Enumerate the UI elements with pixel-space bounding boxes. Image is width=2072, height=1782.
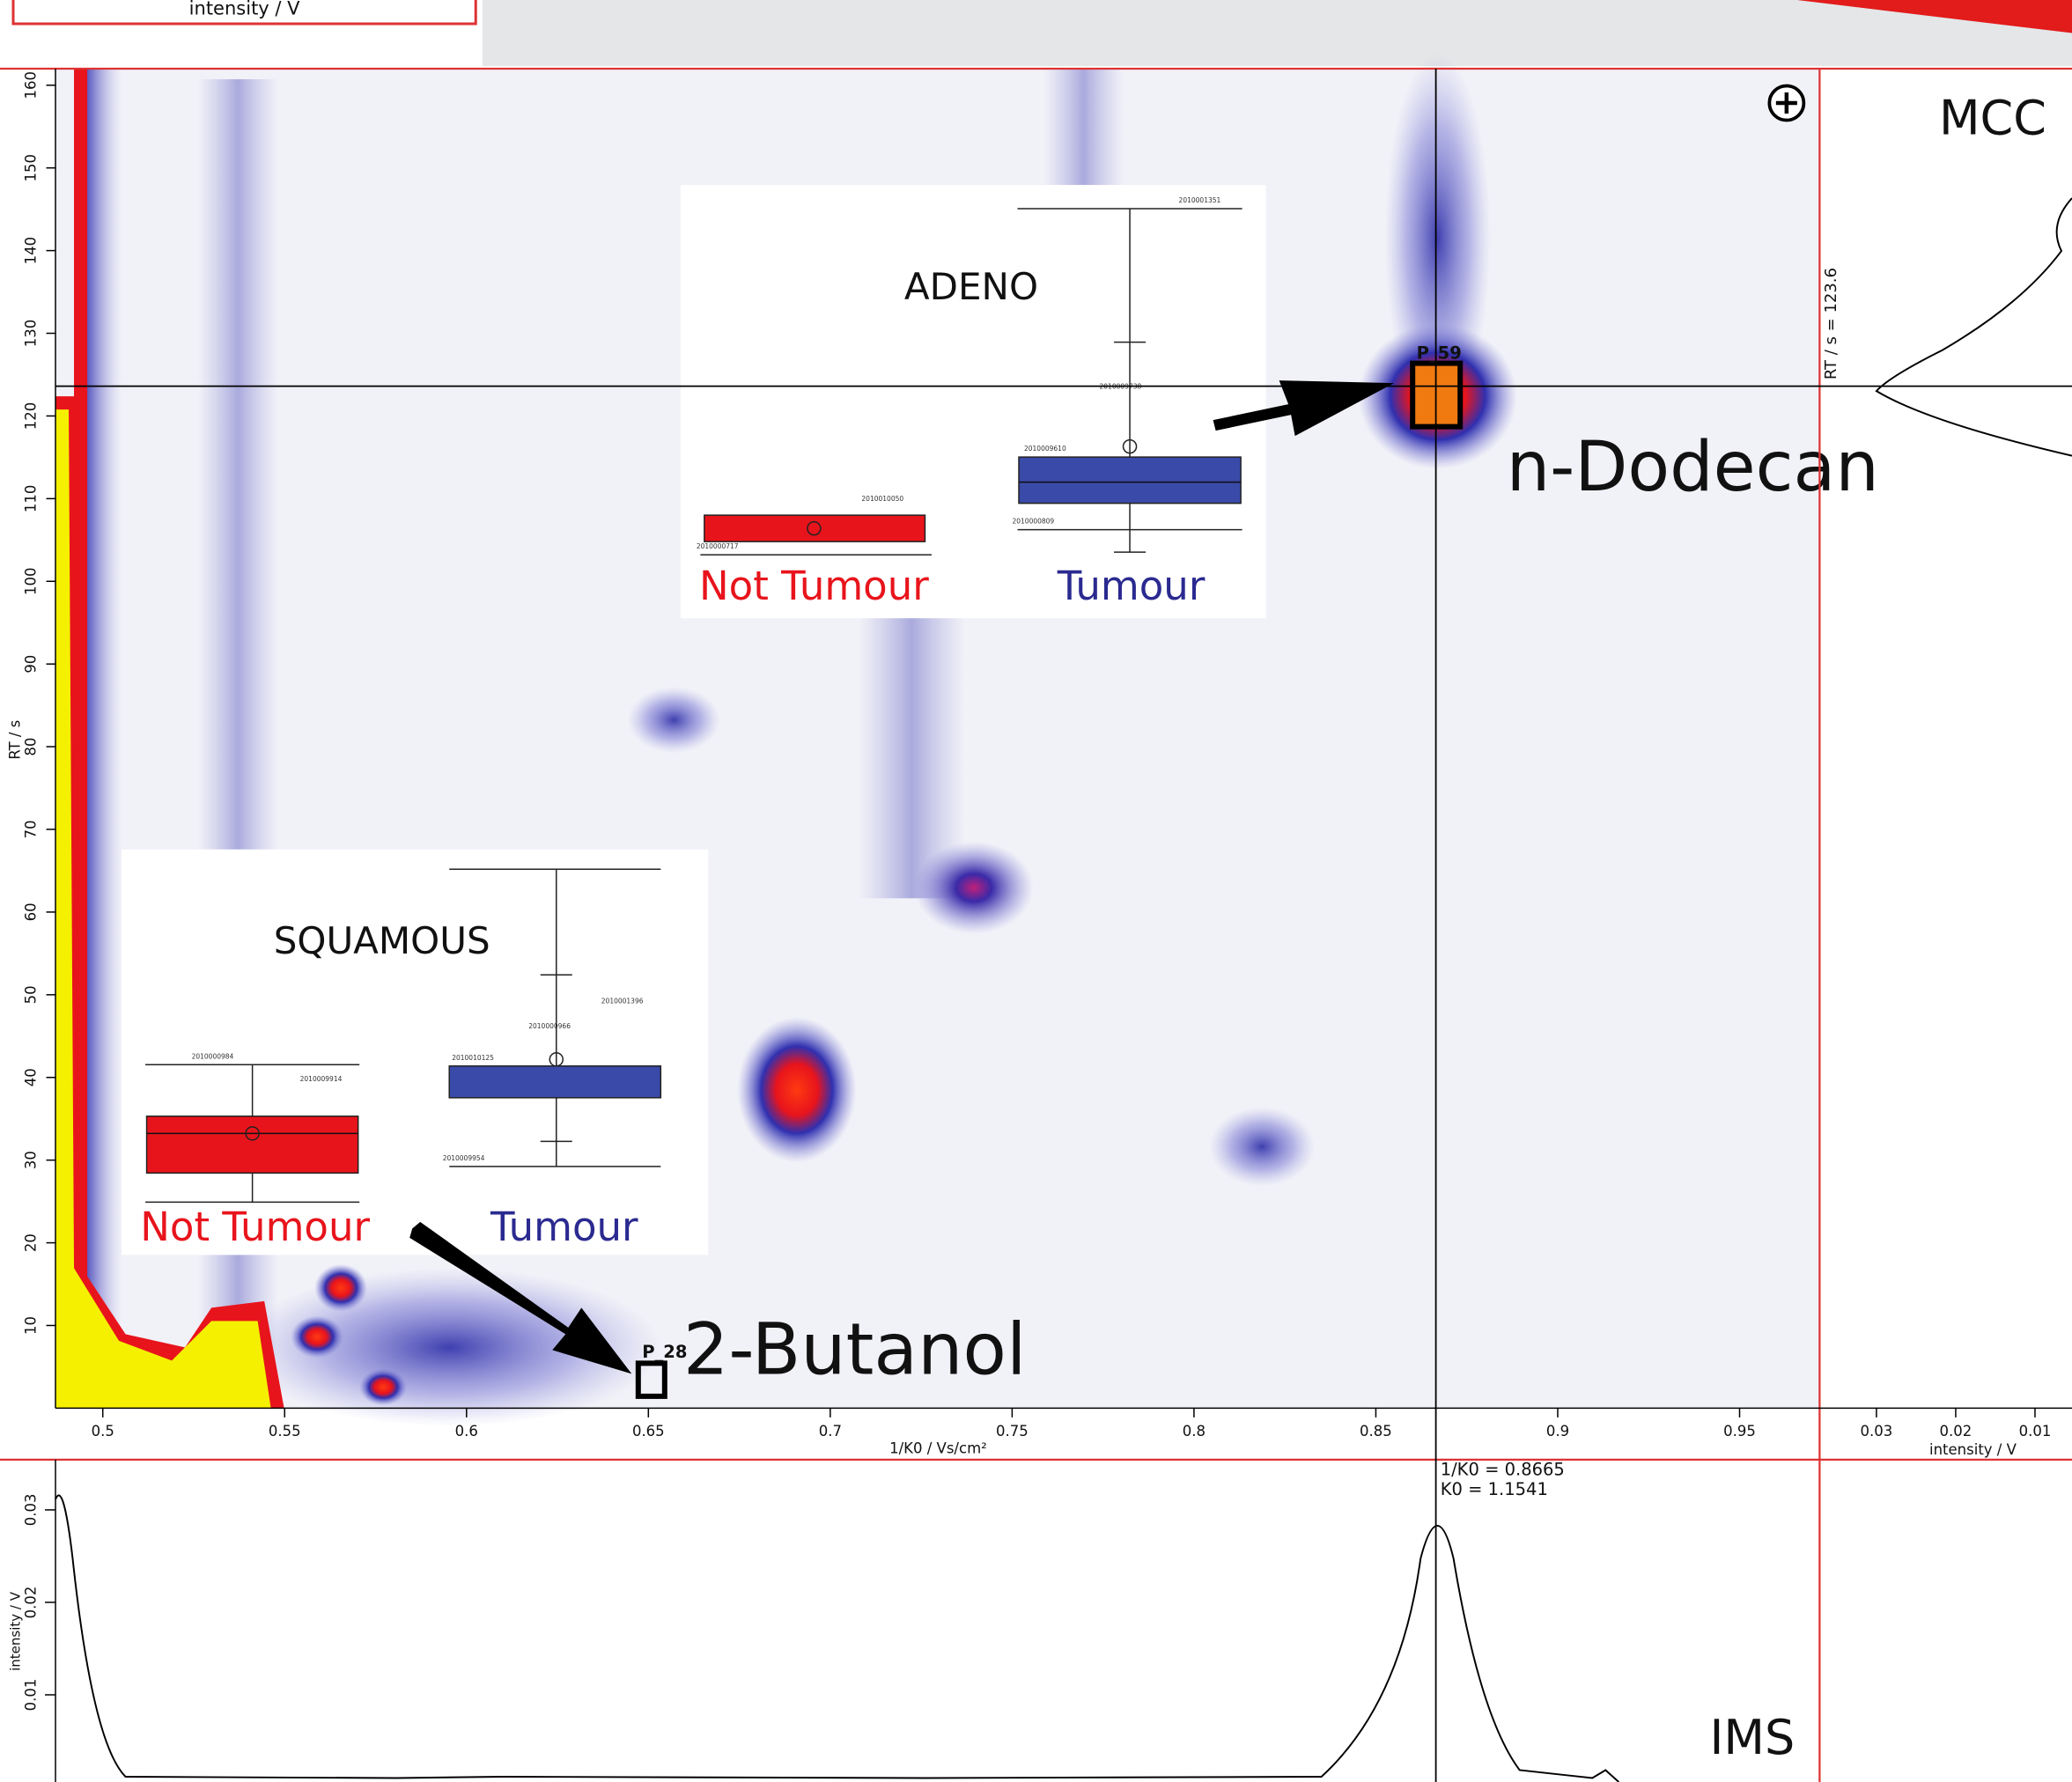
y-tick-label: 10 [23, 1316, 40, 1335]
heatmap-spot [914, 841, 1034, 934]
header-label: intensity / V [189, 0, 300, 19]
mean [1122, 438, 1138, 454]
y-tick-label: 30 [23, 1151, 40, 1169]
arrow [1213, 380, 1395, 437]
ims-tick-label: 0.01 [23, 1679, 40, 1712]
ims-tick-label: 0.02 [23, 1587, 40, 1619]
heatmap-spot [1209, 1107, 1316, 1187]
mcc-tick-label: 0.03 [1861, 1423, 1893, 1440]
ims-y-label: intensity / V [8, 1591, 24, 1671]
peak-label: P_28 [642, 1342, 687, 1362]
ims-trace [55, 1494, 1619, 1782]
heatmap-spot [359, 1368, 408, 1406]
mcc-annotation: RT / s = 123.6 [1822, 268, 1840, 379]
header-band [482, 0, 2072, 67]
ims-annotation: K0 = 1.1541 [1441, 1479, 1548, 1499]
y-tick-label: 150 [23, 154, 40, 181]
peak-label: P_59 [1417, 343, 1462, 364]
peak-name: 2-Butanol [683, 1308, 1027, 1391]
x-tick-label: 0.5 [92, 1423, 114, 1440]
heatmap-edge [82, 69, 122, 1409]
heatmap-edge [55, 409, 271, 1409]
mcc-tick-label: 0.02 [1940, 1423, 1972, 1440]
x-tick-label: 0.6 [455, 1423, 478, 1440]
sample-id: 2010009914 [300, 1075, 343, 1083]
y-tick-label: 140 [23, 237, 40, 264]
inset-title: ADENO [904, 265, 1038, 308]
sample-id: 2010000717 [697, 542, 739, 550]
box [1018, 456, 1242, 504]
group-label: Tumour [490, 1204, 638, 1250]
x-tick-label: 0.7 [819, 1423, 842, 1440]
sample-id: 2010009954 [443, 1154, 485, 1162]
heatmap-spot [737, 1017, 857, 1163]
adeno-inset: ADENO Not Tumour Tumour 2010001351 20100… [680, 185, 1266, 619]
sample-id: 2010000809 [1012, 518, 1054, 526]
zoom-plus[interactable] [1775, 92, 1797, 114]
x-tick-label: 0.85 [1360, 1423, 1392, 1440]
box [448, 1065, 662, 1099]
y-tick-label: 80 [23, 738, 40, 756]
y-tick-label: 90 [23, 655, 40, 674]
ims-annotation: 1/K0 = 0.8665 [1441, 1459, 1565, 1479]
x-tick-label: 0.9 [1546, 1423, 1569, 1440]
box [704, 514, 926, 542]
mcc-label: MCC [1939, 91, 2046, 146]
x-axis-label: 1/K0 / Vs/cm² [889, 1440, 987, 1456]
y-tick-label: 50 [23, 985, 40, 1004]
sample-id: 2010000966 [528, 1022, 571, 1030]
sample-id: 2010001351 [1179, 196, 1221, 204]
group-label: Tumour [1057, 563, 1206, 609]
arrow [409, 1221, 632, 1374]
sample-id: 2010001396 [601, 997, 644, 1005]
ims-label: IMS [1709, 1710, 1795, 1765]
y-tick-label: 110 [23, 485, 40, 512]
mcc-tick-label: 0.01 [2019, 1423, 2052, 1440]
peak-name: n-Dodecan [1507, 428, 1879, 507]
group-label: Not Tumour [699, 563, 929, 609]
y-tick-label: 130 [23, 320, 40, 347]
squamous-inset: SQUAMOUS Not Tumour Tumour 2010000984 20… [122, 849, 709, 1256]
x-tick-label: 0.95 [1723, 1423, 1756, 1440]
x-tick-label: 0.65 [632, 1423, 665, 1440]
heatmap-spot [627, 687, 720, 754]
mean [245, 1126, 260, 1141]
y-tick-label: 40 [23, 1068, 40, 1086]
heatmap-spot [291, 1315, 344, 1359]
group-label: Not Tumour [140, 1204, 370, 1250]
sample-id: 2010009610 [1024, 445, 1066, 453]
sample-id: 2010010125 [452, 1054, 494, 1062]
sample-id: 2010010050 [861, 495, 903, 503]
sample-id: 2010000984 [192, 1052, 234, 1060]
peak-box [635, 1360, 667, 1399]
mean [807, 520, 822, 536]
y-tick-label: 160 [23, 71, 40, 99]
x-tick-label: 0.8 [1183, 1423, 1206, 1440]
y-tick-label: 120 [23, 402, 40, 430]
zoom-button[interactable] [1767, 84, 1806, 122]
y-tick-label: 60 [23, 902, 40, 921]
x-tick-label: 0.55 [269, 1423, 301, 1440]
inset-title: SQUAMOUS [274, 919, 490, 962]
heatmap-spot [314, 1263, 368, 1312]
mcc-x-label: intensity / V [1929, 1441, 2017, 1458]
y-axis-label: RT / s [7, 720, 24, 760]
header-box [11, 0, 477, 26]
box [145, 1116, 359, 1174]
y-tick-label: 100 [23, 568, 40, 595]
inset-panel [122, 849, 709, 1256]
mean [549, 1052, 564, 1067]
x-tick-label: 0.75 [996, 1423, 1029, 1440]
mcc-trace [1875, 197, 2072, 457]
y-tick-label: 20 [23, 1233, 40, 1252]
ims-tick-label: 0.03 [23, 1494, 40, 1527]
inset-panel [680, 185, 1266, 619]
y-tick-label: 70 [23, 821, 40, 839]
